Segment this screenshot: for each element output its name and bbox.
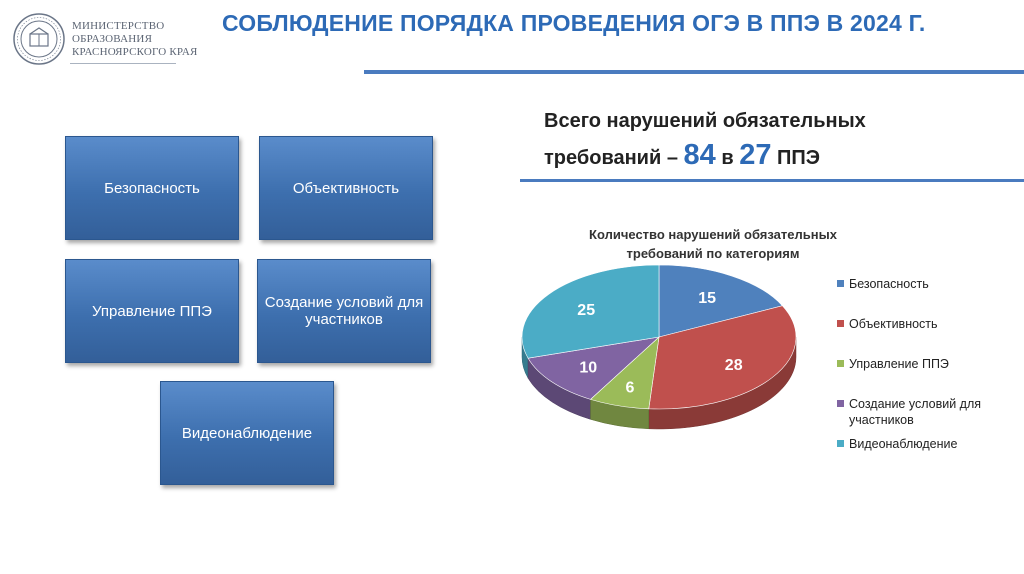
organization-name: МИНИСТЕРСТВО ОБРАЗОВАНИЯ КРАСНОЯРСКОГО К… bbox=[72, 20, 198, 59]
chart-legend: Безопасность Объективность Управление ППЭ С… bbox=[837, 277, 981, 451]
legend-label-objectivity: Объективность bbox=[849, 317, 938, 331]
pie-label-participant-conditions: 10 bbox=[579, 360, 597, 377]
org-divider bbox=[70, 63, 176, 64]
summary-total: 84 bbox=[683, 139, 716, 171]
legend-swatch-security bbox=[837, 280, 844, 287]
title-divider bbox=[364, 70, 1024, 74]
summary-middle: в bbox=[715, 147, 740, 169]
org-line: МИНИСТЕРСТВО bbox=[72, 20, 165, 32]
pie-slice-participant-conditions bbox=[527, 336, 660, 400]
summary-line-2: требований – 84 в 27 ППЭ bbox=[544, 138, 866, 175]
summary-line-1: Всего нарушений обязательных bbox=[544, 110, 866, 132]
chart-title-line-1: Количество нарушений обязательных bbox=[589, 227, 838, 242]
tile-objectivity: Объективность bbox=[259, 136, 433, 240]
violations-summary: Всего нарушений обязательных требований … bbox=[544, 104, 866, 175]
pie-group: 15 28 6 10 25 bbox=[521, 264, 797, 430]
summary-divider bbox=[520, 179, 1024, 182]
pie-slice-video-surveillance bbox=[521, 264, 660, 359]
tile-ppe-management: Управление ППЭ bbox=[65, 259, 239, 363]
pie-slice-security bbox=[658, 264, 783, 338]
chart-title-line-2: требований по категориям bbox=[627, 246, 800, 261]
tile-video-surveillance: Видеонаблюдение bbox=[160, 381, 334, 485]
summary-prefix: требований – bbox=[544, 147, 684, 169]
pie-label-objectivity: 28 bbox=[725, 357, 743, 374]
org-line: КРАСНОЯРСКОГО КРАЯ bbox=[72, 46, 198, 58]
page-title: СОБЛЮДЕНИЕ ПОРЯДКА ПРОВЕДЕНИЯ ОГЭ В ППЭ … bbox=[222, 10, 926, 36]
pie-label-ppe-management: 6 bbox=[625, 380, 634, 397]
pie-label-video-surveillance: 25 bbox=[577, 302, 595, 319]
legend-swatch-video-surveillance bbox=[837, 440, 844, 447]
legend-label-security: Безопасность bbox=[849, 277, 929, 291]
tile-participant-conditions: Создание условий для участников bbox=[257, 259, 431, 363]
pie-slice-objectivity bbox=[648, 305, 797, 410]
tile-security: Безопасность bbox=[65, 136, 239, 240]
violations-pie-chart: Количество нарушений обязательных требов… bbox=[521, 227, 981, 451]
legend-swatch-objectivity bbox=[837, 320, 844, 327]
summary-ppe-count: 27 bbox=[739, 139, 772, 171]
legend-label-participant-conditions: Создание условий для участников bbox=[849, 397, 981, 427]
summary-suffix: ППЭ bbox=[771, 147, 821, 169]
legend-swatch-ppe-management bbox=[837, 360, 844, 367]
legend-swatch-participant-conditions bbox=[837, 400, 844, 407]
legend-label-video-surveillance: Видеонаблюдение bbox=[849, 437, 957, 451]
pie-label-security: 15 bbox=[698, 290, 716, 307]
legend-label-ppe-management: Управление ППЭ bbox=[849, 357, 949, 371]
ministry-logo bbox=[13, 13, 65, 65]
org-line: ОБРАЗОВАНИЯ bbox=[72, 33, 153, 45]
